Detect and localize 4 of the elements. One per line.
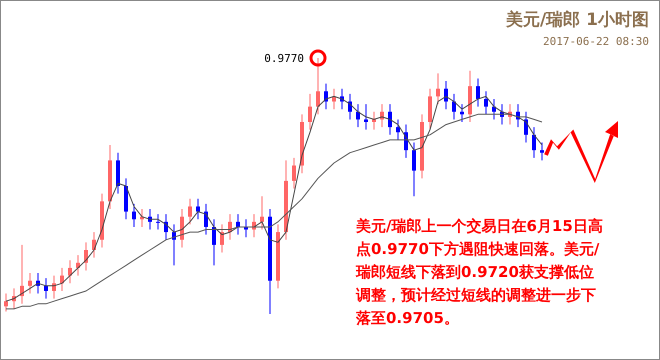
annotation: 美元/瑞郎上一个交易日在6月15日高点0.9770下方遇阻快速回落。美元/瑞郎短线下落到0.9720获支撑低位调整，预计经过短线的调整进一步下落至0.9705。 <box>356 216 604 329</box>
annotation: 0.9770 <box>264 52 304 65</box>
title: 美元/瑞郎 1小时图 <box>506 10 649 30</box>
subtitle: 2017-06-22 08:30 <box>543 35 649 48</box>
